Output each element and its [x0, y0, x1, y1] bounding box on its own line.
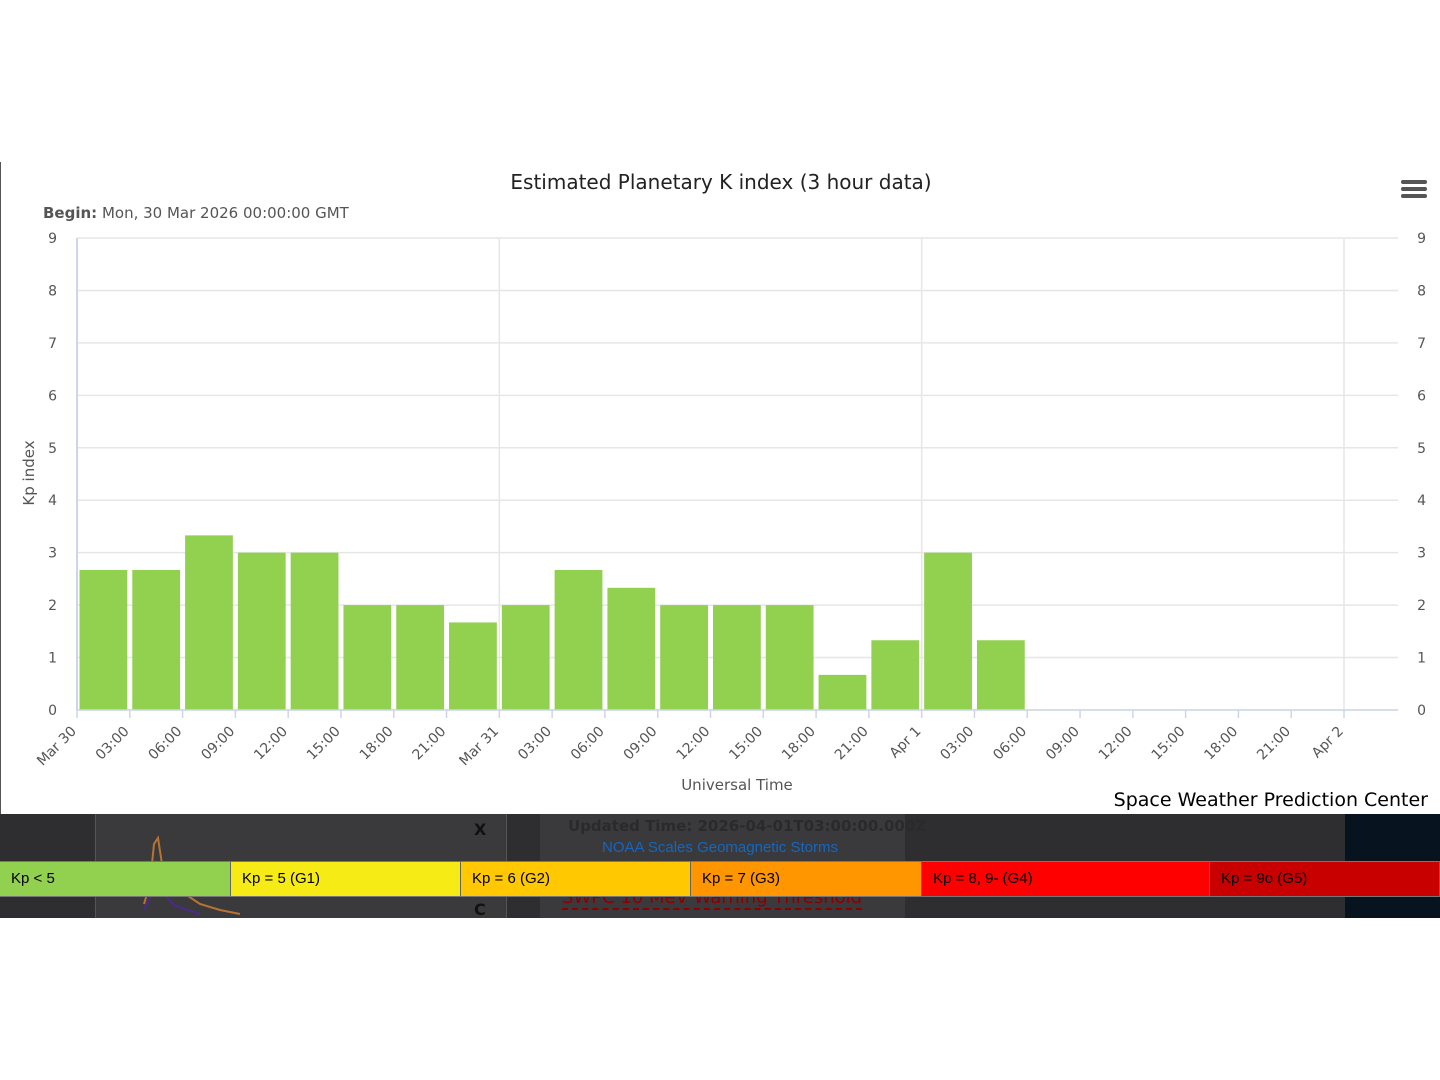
- legend-kp-8-g4: Kp = 8, 9- (G4): [922, 861, 1210, 897]
- background-updated-time: Updated Time: 2026-04-01T03:00:00.000Z: [568, 817, 927, 835]
- y-tick-label-right: 3: [1417, 546, 1426, 562]
- x-tick-label: Apr 1: [887, 724, 925, 762]
- background-class-x: X: [474, 820, 487, 839]
- kp-bar[interactable]: [237, 552, 286, 710]
- y-tick-label: 0: [48, 703, 57, 719]
- chart-title: Estimated Planetary K index (3 hour data…: [510, 170, 932, 194]
- x-tick-label: 21:00: [410, 724, 450, 764]
- kp-bar[interactable]: [343, 605, 392, 710]
- begin-value: Mon, 30 Mar 2026 00:00:00 GMT: [101, 204, 349, 222]
- x-tick-label: Mar 31: [456, 724, 502, 770]
- kp-bar[interactable]: [449, 622, 497, 710]
- kp-bar[interactable]: [713, 605, 761, 710]
- kp-bar[interactable]: [554, 569, 603, 710]
- y-axis-label: Kp index: [20, 440, 38, 505]
- kp-bar[interactable]: [765, 605, 814, 710]
- x-axis-label: Universal Time: [681, 776, 793, 794]
- kp-bar[interactable]: [185, 535, 233, 710]
- y-tick-label: 2: [48, 598, 57, 614]
- x-tick-label: 15:00: [304, 724, 344, 764]
- x-tick-label: 18:00: [357, 724, 397, 764]
- x-tick-label: 15:00: [1149, 724, 1189, 764]
- x-tick-label: 06:00: [990, 724, 1030, 764]
- kp-legend: Kp < 5 Kp = 5 (G1) Kp = 6 (G2) Kp = 7 (G…: [0, 861, 1440, 897]
- x-tick-label: 03:00: [515, 724, 555, 764]
- y-tick-label-right: 5: [1417, 441, 1426, 457]
- source-credit: Space Weather Prediction Center: [1113, 789, 1428, 811]
- kp-bar[interactable]: [396, 605, 445, 710]
- kp-chart: Estimated Planetary K index (3 hour data…: [0, 162, 1440, 814]
- background-dashboard: X C Updated Time: 2026-04-01T03:00:00.00…: [0, 814, 1440, 918]
- x-tick-label: Apr 2: [1309, 724, 1347, 762]
- x-tick-label: 12:00: [251, 724, 291, 764]
- kp-bar[interactable]: [818, 674, 867, 710]
- y-tick-label-right: 6: [1417, 388, 1426, 404]
- y-tick-label-right: 7: [1417, 336, 1426, 352]
- noaa-scales-link[interactable]: NOAA Scales Geomagnetic Storms: [602, 839, 838, 856]
- x-tick-label: 09:00: [621, 724, 661, 764]
- y-tick-label: 7: [48, 336, 57, 352]
- x-tick-label: 03:00: [93, 724, 133, 764]
- menu-icon: [1401, 180, 1427, 184]
- y-tick-label: 9: [48, 231, 57, 247]
- y-tick-label: 5: [48, 441, 57, 457]
- kp-bar[interactable]: [607, 587, 656, 710]
- y-tick-label-right: 9: [1417, 231, 1426, 247]
- kp-bar[interactable]: [660, 605, 708, 710]
- x-tick-label: 12:00: [673, 724, 713, 764]
- x-tick-label: 09:00: [198, 724, 238, 764]
- y-tick-label: 1: [48, 651, 57, 667]
- y-tick-label: 4: [48, 493, 57, 509]
- x-tick-label: 21:00: [832, 724, 872, 764]
- kp-bar[interactable]: [924, 552, 972, 710]
- x-tick-label: 18:00: [1201, 724, 1241, 764]
- y-tick-label: 3: [48, 546, 57, 562]
- y-tick-label-right: 2: [1417, 598, 1426, 614]
- y-tick-label-right: 0: [1417, 703, 1426, 719]
- x-tick-label: 18:00: [779, 724, 819, 764]
- x-tick-label: 06:00: [568, 724, 608, 764]
- legend-kp-9-g5: Kp = 9o (G5): [1210, 861, 1440, 897]
- x-tick-label: 06:00: [146, 724, 186, 764]
- begin-date: Begin: Mon, 30 Mar 2026 00:00:00 GMT: [43, 204, 349, 222]
- legend-kp-7-g3: Kp = 7 (G3): [691, 861, 922, 897]
- chart-menu-button[interactable]: [1401, 180, 1427, 202]
- x-tick-label: 03:00: [937, 724, 977, 764]
- legend-kp-5-g1: Kp = 5 (G1): [231, 861, 461, 897]
- begin-label: Begin:: [43, 204, 98, 222]
- y-tick-label: 6: [48, 388, 57, 404]
- legend-kp-below-5: Kp < 5: [0, 861, 231, 897]
- kp-bar[interactable]: [290, 552, 339, 710]
- chart-plot: 0 0 1 1 2 2 3 3 4 4 5 5 6 6 7 7 8 8 9 9 Mar 30 03:00 06:00 09:0…: [20, 231, 1426, 794]
- background-class-c: C: [474, 900, 486, 918]
- kp-bar[interactable]: [871, 640, 920, 710]
- kp-bar[interactable]: [976, 640, 1025, 710]
- y-tick-label-right: 8: [1417, 283, 1426, 299]
- y-tick-label: 8: [48, 283, 57, 299]
- legend-kp-6-g2: Kp = 6 (G2): [461, 861, 691, 897]
- kp-bar[interactable]: [132, 569, 181, 710]
- x-tick-label: 21:00: [1254, 724, 1294, 764]
- x-tick-label: 09:00: [1043, 724, 1083, 764]
- x-tick-label: 15:00: [726, 724, 766, 764]
- kp-bar[interactable]: [501, 605, 550, 710]
- x-tick-label: 12:00: [1096, 724, 1136, 764]
- y-tick-label-right: 1: [1417, 651, 1426, 667]
- y-tick-label-right: 4: [1417, 493, 1426, 509]
- x-tick-label: Mar 30: [34, 724, 80, 770]
- kp-bar[interactable]: [79, 569, 128, 710]
